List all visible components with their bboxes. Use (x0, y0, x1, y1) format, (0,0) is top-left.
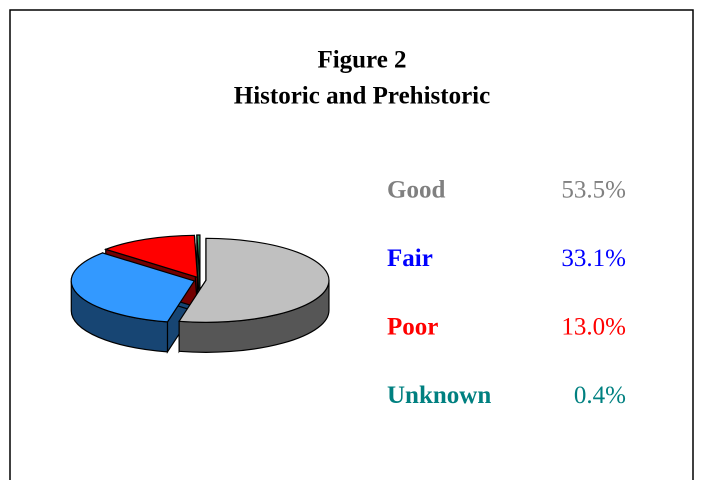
pie-slice (178, 237, 330, 323)
pie-slice (196, 234, 201, 278)
legend-value: 53.5% (561, 177, 626, 204)
legend-label: Fair (387, 245, 433, 272)
legend-value: 13.0% (561, 314, 626, 341)
legend-value: 33.1% (561, 245, 626, 272)
frame (9, 9, 694, 480)
legend-value: 0.4% (574, 382, 626, 409)
pie-slice (103, 234, 199, 279)
pie-slice (70, 252, 196, 323)
legend-label: Good (387, 177, 445, 204)
legend-label: Poor (387, 314, 438, 341)
chart-subtitle: Historic and Prehistoric (234, 83, 490, 110)
legend-label: Unknown (387, 382, 491, 409)
chart-title: Figure 2 (317, 47, 406, 74)
pie-tops (70, 234, 330, 323)
